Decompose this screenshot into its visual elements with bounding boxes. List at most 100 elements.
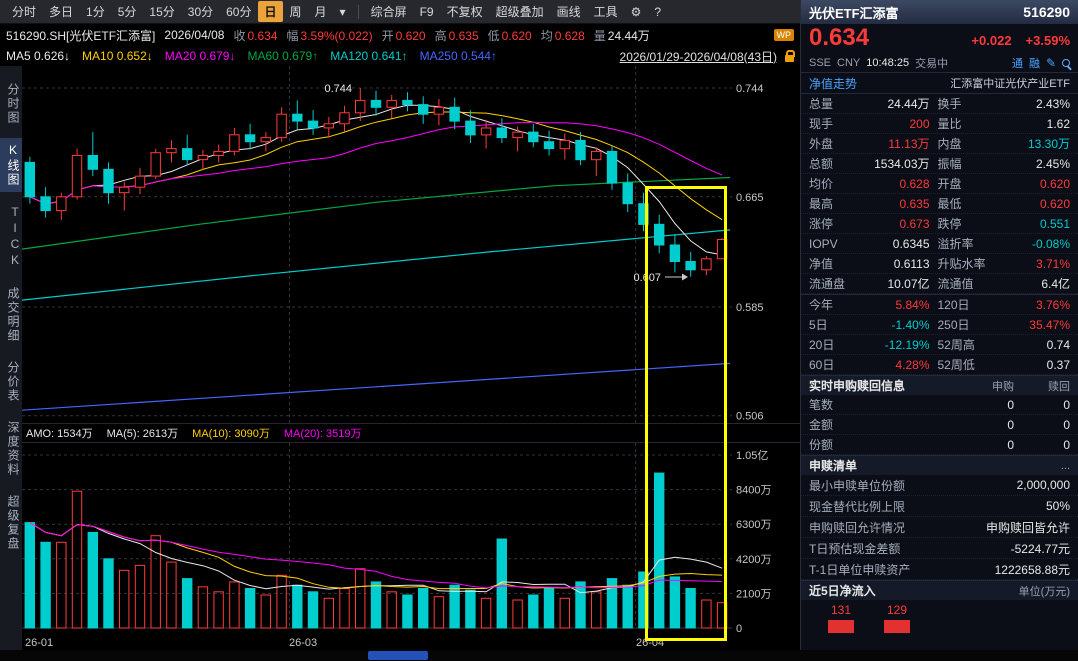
ma-item: MA60 0.679↑	[247, 49, 319, 63]
more-button[interactable]: ...	[1060, 459, 1070, 472]
svg-text:1.05亿: 1.05亿	[736, 449, 768, 462]
redemption-title: 申赎清单	[809, 459, 858, 473]
redeem-value: 0	[1063, 437, 1070, 452]
taskbar-item[interactable]	[368, 651, 428, 660]
toolbar-period-1[interactable]: 多日	[49, 5, 74, 19]
redemption-row: T日预估现金差额 -5224.77元	[801, 538, 1078, 559]
svg-text:4200万: 4200万	[736, 554, 771, 566]
subscription-title: 实时申购赎回信息	[809, 379, 906, 393]
sidebar-tab-4[interactable]: 分价表	[6, 361, 20, 403]
sidebar-tab-5[interactable]: 深度资料	[6, 421, 20, 477]
net-inflow-item: 129	[879, 603, 915, 633]
sidebar-tab-1[interactable]: K线图	[0, 138, 22, 192]
stat-value: 5.84%	[895, 297, 930, 312]
ma-item: MA20 0.679↓	[164, 49, 236, 63]
toolbar-action-3[interactable]: 超级叠加	[495, 5, 544, 19]
redeem-value: 0	[1063, 397, 1070, 412]
settings-gear-icon[interactable]: ⚙	[630, 4, 642, 19]
stat-value: 0.6113	[893, 256, 930, 271]
sidebar-tab-2[interactable]: TICK	[8, 205, 22, 269]
toolbar-period-5[interactable]: 30分	[187, 5, 214, 19]
stat-value: 0.620	[1039, 196, 1070, 211]
search-icon[interactable]	[1062, 59, 1070, 67]
toolbar-period-6[interactable]: 60分	[226, 5, 252, 19]
stat-label: 涨停	[809, 217, 834, 231]
quote-field: 量 24.44万	[593, 28, 650, 43]
volume-chart[interactable]: 1.05亿 8400万 6300万 4200万 2100万 0	[22, 443, 800, 637]
amount-legend-item: AMO: 1534万	[26, 428, 93, 440]
toolbar-period-3[interactable]: 5分	[117, 5, 137, 19]
quote-field: 低 0.620	[487, 28, 532, 43]
stat-label: 今年	[809, 298, 834, 312]
help-icon[interactable]: ?	[654, 4, 662, 19]
subscribe-value: 0	[1007, 397, 1014, 412]
period-return-row: 20日 -12.19% 52周高 0.74	[801, 335, 1078, 355]
toolbar-action-0[interactable]: 综合屏	[370, 5, 407, 19]
sidebar-tab-6[interactable]: 超级复盘	[6, 495, 20, 551]
svg-text:0.607: 0.607	[633, 272, 661, 284]
stats-grid: 总量 24.44万 换手 2.43% 现手 200 量比 1.62 外盘 11.13万 内盘 13.3…	[801, 94, 1078, 294]
sidebar-tab-3[interactable]: 成交明细	[6, 287, 20, 343]
stat-value: 1.62	[1046, 116, 1070, 131]
stat-value: 0.635	[899, 196, 930, 211]
subscription-row: 金额 0 0	[801, 415, 1078, 435]
toolbar-action-5[interactable]: 工具	[593, 5, 618, 19]
stat-row: 流通盘 10.07亿 流通值 6.4亿	[801, 274, 1078, 294]
stat-value: 24.44万	[887, 97, 930, 111]
stat-label: 流通盘	[809, 277, 846, 291]
stat-value: 0.37	[1046, 357, 1070, 372]
toolbar-period-4[interactable]: 15分	[149, 5, 175, 19]
toolbar-period-7[interactable]: 日	[258, 1, 283, 22]
toolbar-period-2[interactable]: 1分	[86, 5, 105, 19]
stat-value: 10.07亿	[887, 277, 930, 291]
period-dropdown-icon[interactable]: ▾	[339, 4, 346, 19]
price-chart[interactable]: 0.744 0.665 0.585 0.506 0.744 0.607	[21, 66, 800, 424]
wp-badge[interactable]: WP	[773, 29, 794, 41]
toolbar-action-4[interactable]: 画线	[556, 5, 581, 19]
toolbar-period-9[interactable]: 月	[314, 5, 327, 19]
stat-label: 量比	[937, 117, 962, 131]
quote-status-row: SSE CNY 10:48:25 交易中 通融 ✎	[801, 54, 1078, 72]
stat-value: 0.551	[1039, 216, 1070, 231]
subscription-label: 金额	[809, 418, 834, 432]
stat-label: 换手	[937, 97, 962, 111]
redemption-value: 50%	[1045, 499, 1070, 513]
ma-values: MA5 0.626↓ MA10 0.652↓ MA20 0.679↓ MA60 0.6…	[6, 49, 497, 63]
stat-value: 2.45%	[1035, 156, 1070, 171]
net-inflow-bar	[828, 620, 854, 633]
quote-field: 收 0.634	[233, 28, 278, 43]
redemption-row: 最小申赎单位份额 2,000,000	[801, 475, 1078, 496]
toolbar-action-2[interactable]: 不复权	[446, 5, 483, 19]
bottom-bar	[0, 650, 1078, 661]
stat-label: 开盘	[937, 177, 962, 191]
info-bar: 516290.SH[光伏ETF汇添富] 2026/04/08 收 0.634 幅 3.…	[0, 24, 800, 46]
svg-text:0.665: 0.665	[736, 192, 764, 204]
nav-trend-link[interactable]: 净值走势	[809, 76, 858, 91]
svg-text:0.744: 0.744	[324, 83, 352, 95]
toolbar-period-0[interactable]: 分时	[12, 5, 37, 19]
toolbar-period-8[interactable]: 周	[289, 5, 302, 19]
quote-header: 光伏ETF汇添富 516290	[801, 0, 1078, 24]
net-inflow-bar	[884, 620, 910, 633]
amount-legend-item: MA(5): 2613万	[106, 428, 179, 440]
x-axis-label: 26-01	[25, 637, 54, 649]
price-row: 0.634 +0.022 +3.59%	[801, 24, 1078, 54]
ma-item: MA250 0.544↑	[419, 49, 497, 63]
net-inflow-item: 131	[823, 603, 859, 633]
subscription-row: 份额 0 0	[801, 435, 1078, 455]
svg-text:2100万: 2100万	[736, 588, 771, 600]
toolbar-action-1[interactable]: F9	[419, 4, 434, 19]
sidebar-tab-0[interactable]: 分时图	[6, 83, 20, 125]
stat-label: 均价	[809, 177, 834, 191]
stat-row: 现手 200 量比 1.62	[801, 114, 1078, 134]
market-badge-0: 通	[1011, 58, 1023, 70]
stat-label: 总额	[809, 157, 834, 171]
toolbar-separator	[357, 4, 359, 19]
pencil-icon[interactable]: ✎	[1045, 56, 1056, 70]
svg-text:6300万: 6300万	[736, 519, 771, 531]
lock-icon[interactable]	[785, 49, 795, 62]
date-range-link[interactable]: 2026/01/29-2026/04/08(43日)	[619, 49, 777, 64]
svg-text:0: 0	[736, 623, 742, 635]
x-axis-labels: 26-01 26-03 26-04	[22, 637, 800, 650]
